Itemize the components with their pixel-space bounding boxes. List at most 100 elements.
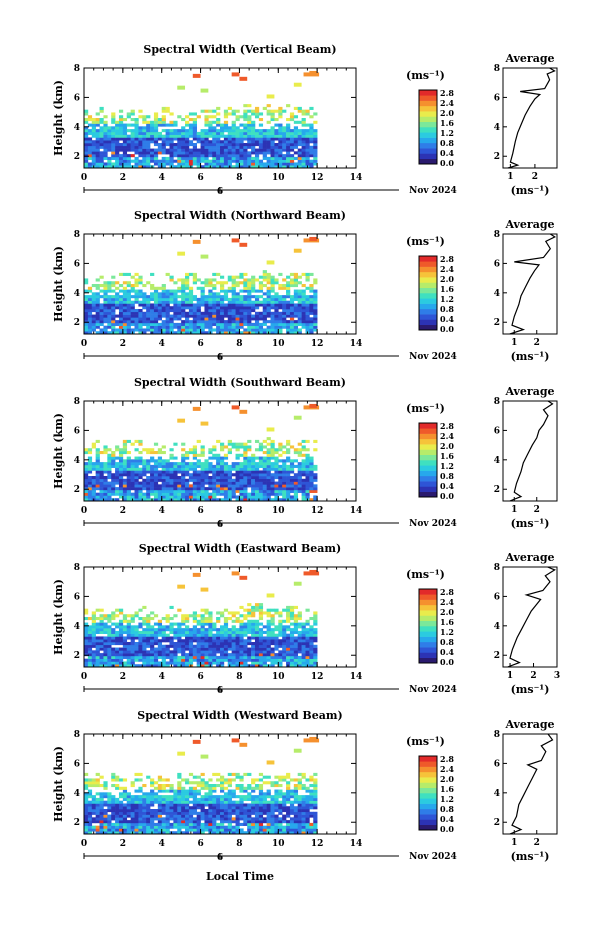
heatmap-cell xyxy=(305,309,310,313)
heatmap-cell xyxy=(200,614,205,618)
heatmap-cell xyxy=(282,492,287,496)
heatmap-cell xyxy=(169,605,174,609)
heatmap-cell xyxy=(87,131,93,135)
heatmap-cell xyxy=(185,453,190,457)
heatmap-cell xyxy=(262,630,267,634)
heatmap-cell xyxy=(138,292,143,296)
heatmap-cell xyxy=(130,647,135,651)
heatmap-cell xyxy=(204,129,209,133)
heatmap-cell xyxy=(146,281,151,285)
heatmap-cell xyxy=(181,165,186,169)
heatmap-cell xyxy=(99,492,104,496)
heatmap-cell xyxy=(305,448,310,452)
heatmap-cell xyxy=(286,658,291,662)
heatmap-cell xyxy=(118,619,124,623)
colorbar-label: 0.4 xyxy=(440,481,454,491)
heatmap-cell xyxy=(142,825,147,829)
heatmap-cell xyxy=(274,314,279,318)
heatmap-cell xyxy=(223,156,229,160)
heatmap-cell xyxy=(270,617,275,621)
heatmap-cell xyxy=(301,639,306,643)
heatmap-cell xyxy=(204,642,209,646)
heatmap-cell xyxy=(289,820,295,824)
colorbar-label: 0.0 xyxy=(440,657,454,667)
heatmap-cell xyxy=(208,633,213,637)
heatmap-cell xyxy=(150,658,155,662)
heatmap-cell xyxy=(309,328,314,332)
heatmap-cell xyxy=(286,320,291,324)
colorbar-label: 2.0 xyxy=(440,607,454,617)
heatmap-cell xyxy=(153,115,159,119)
heatmap-cell xyxy=(173,148,178,152)
heatmap-cell xyxy=(192,655,197,659)
heatmap-cell xyxy=(169,639,174,643)
heatmap-cell xyxy=(150,131,155,135)
heatmap-cell xyxy=(200,154,205,158)
heatmap-cell xyxy=(95,317,100,321)
heatmap-cell xyxy=(111,636,116,640)
heatmap-cell xyxy=(118,489,124,493)
heatmap-cell xyxy=(138,439,143,443)
heatmap-cell xyxy=(185,820,190,824)
heatmap-cell xyxy=(169,131,174,135)
heatmap-cell xyxy=(91,825,96,829)
heatmap-cell xyxy=(87,459,93,463)
heatmap-cell xyxy=(200,476,205,480)
heatmap-cell xyxy=(235,464,240,468)
heatmap-cell xyxy=(309,478,314,482)
heatmap-cell xyxy=(134,126,139,130)
heatmap-cell xyxy=(247,123,252,127)
colorbar-swatch xyxy=(419,116,437,123)
heatmap-cell xyxy=(223,473,229,477)
colorbar-swatch xyxy=(419,90,437,96)
heatmap-cell xyxy=(111,647,116,651)
heatmap-cell xyxy=(270,320,275,324)
heatmap-cell xyxy=(239,628,244,632)
heatmap-cell xyxy=(150,284,155,288)
heatmap-cell xyxy=(293,322,299,326)
heatmap-cell xyxy=(142,642,147,646)
heatmap-cell xyxy=(231,495,236,499)
heatmap-cell xyxy=(297,831,302,835)
heatmap-cell xyxy=(111,281,116,285)
heatmap-cell xyxy=(301,165,306,169)
heatmap-cell xyxy=(200,109,205,113)
heatmap-cell xyxy=(161,284,166,288)
heatmap-cell xyxy=(185,628,190,632)
heatmap-cell xyxy=(95,484,100,488)
heatmap-cell xyxy=(118,162,124,166)
heatmap-cell xyxy=(134,498,139,502)
heatmap-cell xyxy=(196,655,201,659)
heatmap-cell xyxy=(243,284,248,288)
x-tick-label: 8 xyxy=(236,173,242,183)
colorbar-swatch xyxy=(419,465,437,471)
heatmap-cell xyxy=(286,617,291,621)
heatmap-cell xyxy=(289,278,295,282)
heatmap-cell xyxy=(223,630,229,634)
heatmap-cell xyxy=(196,462,201,466)
heatmap-cell xyxy=(107,828,112,832)
heatmap-cell xyxy=(95,159,100,163)
heatmap-cell xyxy=(254,303,260,307)
heatmap-cell xyxy=(231,129,236,133)
heatmap-cell xyxy=(146,162,151,166)
heatmap-cell xyxy=(204,470,209,474)
heatmap-cell xyxy=(185,481,190,485)
heatmap-cell xyxy=(293,278,299,282)
heatmap-cell xyxy=(313,292,318,296)
heatmap-cell xyxy=(192,314,197,318)
heatmap-cell xyxy=(153,137,159,141)
heatmap-cell xyxy=(161,292,166,296)
heatmap-cell xyxy=(173,129,178,133)
heatmap-cell xyxy=(208,617,213,621)
heatmap-cell xyxy=(313,295,318,299)
heatmap-cell xyxy=(313,617,318,621)
heatmap-cell xyxy=(91,292,96,296)
heatmap-cell xyxy=(177,331,182,335)
heatmap-cell xyxy=(278,314,283,318)
heatmap-cell xyxy=(254,311,260,315)
heatmap-cell xyxy=(196,297,201,301)
heatmap-cell xyxy=(212,317,217,321)
heatmap-cell xyxy=(153,309,159,313)
heatmap-cell xyxy=(165,300,170,304)
